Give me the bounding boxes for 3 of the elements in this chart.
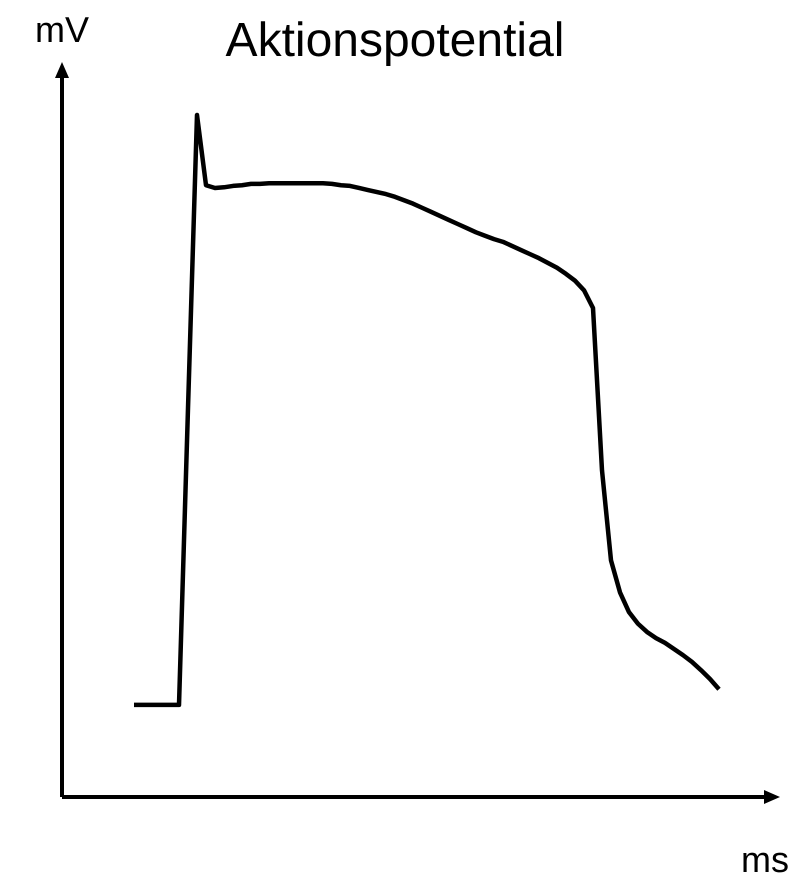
x-axis-title: ms <box>741 839 789 880</box>
chart-title: Aktionspotential <box>226 14 564 67</box>
y-axis-title: mV <box>35 9 89 50</box>
